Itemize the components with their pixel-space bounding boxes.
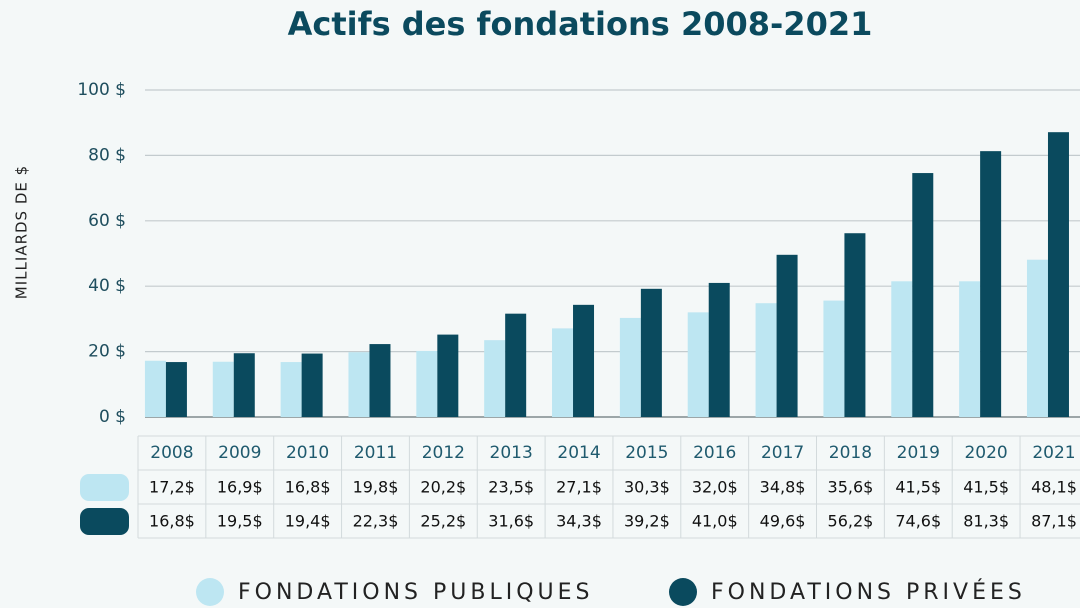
bar [619,317,641,417]
x-tick-label: 2019 [897,443,940,463]
bar [505,313,527,417]
y-tick-label: 40 $ [88,276,126,296]
legend-label: FONDATIONS PUBLIQUES [238,580,593,605]
bar [959,281,981,417]
x-tick-label: 2018 [829,443,872,463]
table-cell: 31,6$ [488,512,534,531]
bar [687,312,709,417]
table-cell: 34,3$ [556,512,602,531]
y-axis-label: MILLIARDS DE $ [13,165,31,299]
x-tick-label: 2010 [286,443,329,463]
bar [233,353,255,417]
table-cell: 16,8$ [149,512,195,531]
table-cell: 56,2$ [828,512,874,531]
table-swatch [80,508,129,535]
bar [708,282,730,417]
bar [552,328,574,417]
table-cell: 74,6$ [895,512,941,531]
y-tick-label: 80 $ [88,145,126,165]
table-swatch [80,474,129,501]
y-tick-label: 60 $ [88,211,126,231]
legend-swatch [669,578,697,606]
table-cell: 32,0$ [692,478,738,497]
table-cell: 87,1$ [1031,512,1077,531]
bar [348,352,370,417]
table-cell: 41,5$ [895,478,941,497]
table-cell: 20,2$ [420,478,466,497]
bar [844,233,866,417]
bar [776,254,798,417]
table-cell: 25,2$ [420,512,466,531]
bar [640,288,662,417]
bar [165,362,187,417]
table-cell: 16,8$ [285,478,331,497]
bar [369,344,391,417]
table-cell: 22,3$ [353,512,399,531]
x-tick-label: 2012 [422,443,465,463]
y-tick-label: 0 $ [99,407,126,427]
table-cell: 16,9$ [217,478,263,497]
table-cell: 81,3$ [963,512,1009,531]
bar [912,173,934,417]
bar [755,303,777,417]
x-tick-label: 2013 [490,443,533,463]
y-tick-label: 100 $ [77,80,126,100]
table-cell: 35,6$ [828,478,874,497]
table-cell: 23,5$ [488,478,534,497]
bar [144,360,166,417]
table-cell: 19,8$ [353,478,399,497]
x-tick-label: 2008 [150,443,193,463]
bar [416,350,438,417]
bar [980,151,1002,418]
bar [823,300,845,417]
table-cell: 19,4$ [285,512,331,531]
chart-title: Actifs des fondations 2008-2021 [288,5,873,43]
x-tick-label: 2017 [761,443,804,463]
bar [1026,259,1048,417]
y-tick-label: 20 $ [88,342,126,362]
x-tick-label: 2015 [625,443,668,463]
table-cell: 48,1$ [1031,478,1077,497]
x-tick-label: 2009 [218,443,261,463]
table-cell: 17,2$ [149,478,195,497]
table-cell: 19,5$ [217,512,263,531]
table-cell: 27,1$ [556,478,602,497]
x-tick-label: 2021 [1032,443,1075,463]
bar [891,281,913,417]
table-cell: 30,3$ [624,478,670,497]
x-tick-label: 2020 [964,443,1007,463]
bar [437,334,459,417]
bar [301,353,323,417]
x-tick-label: 2014 [557,443,600,463]
bar [484,340,506,417]
table-cell: 39,2$ [624,512,670,531]
bar [280,362,302,417]
bar [212,361,234,417]
legend-swatch [196,578,224,606]
table-cell: 49,6$ [760,512,806,531]
table-cell: 34,8$ [760,478,806,497]
legend-label: FONDATIONS PRIVÉES [711,579,1026,605]
x-tick-label: 2011 [354,443,397,463]
bar [1047,132,1069,418]
bar [573,304,595,417]
table-cell: 41,5$ [963,478,1009,497]
x-tick-label: 2016 [693,443,736,463]
table-cell: 41,0$ [692,512,738,531]
